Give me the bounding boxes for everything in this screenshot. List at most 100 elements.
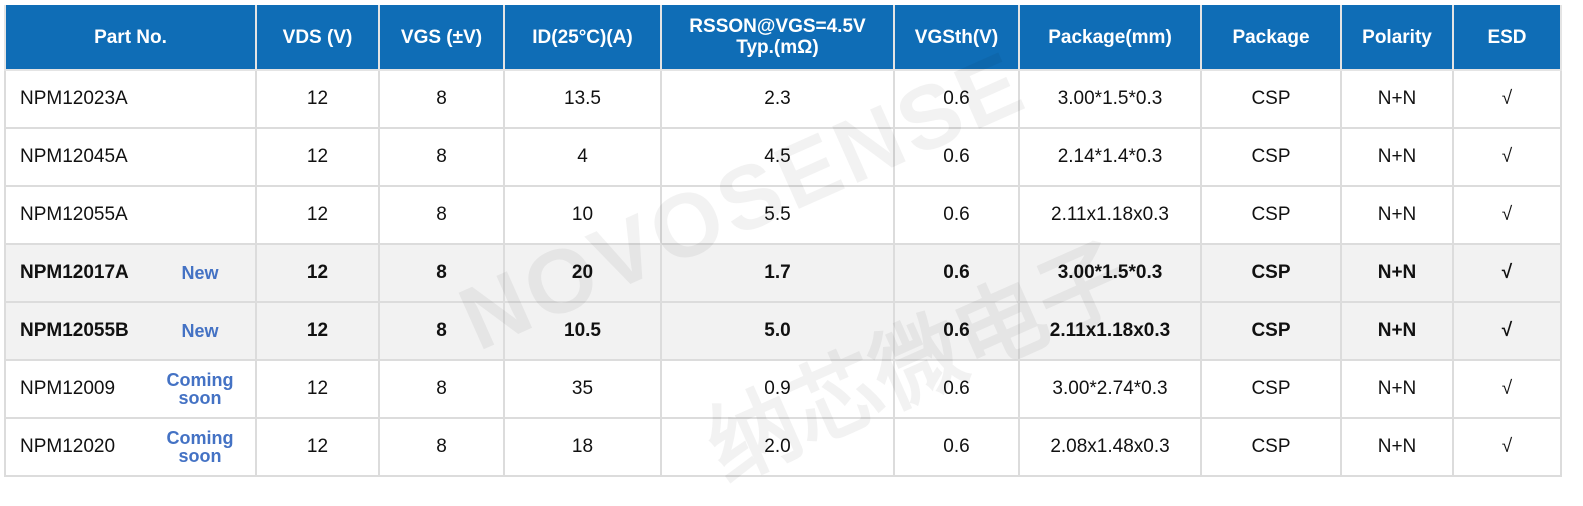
cell-vth: 0.6 bbox=[893, 359, 1020, 419]
cell-pol: N+N bbox=[1340, 243, 1454, 303]
cell-id: 10 bbox=[503, 185, 662, 245]
cell-pol: N+N bbox=[1340, 127, 1454, 187]
cell-rds: 5.5 bbox=[660, 185, 895, 245]
cell-vds: 12 bbox=[255, 185, 380, 245]
header-package-mm: Package(mm) bbox=[1018, 5, 1202, 71]
part-number: NPM12023A bbox=[20, 88, 128, 109]
header-rdson: RSSON@VGS=4.5V Typ.(mΩ) bbox=[660, 5, 895, 71]
cell-part: NPM12055B New bbox=[4, 301, 257, 361]
product-table: Part No. VDS (V) VGS (±V) ID(25°C)(A) RS… bbox=[4, 5, 1562, 477]
part-number: NPM12017A bbox=[20, 262, 129, 283]
cell-part: NPM12045A bbox=[4, 127, 257, 187]
cell-rds: 2.0 bbox=[660, 417, 895, 477]
cell-vgs: 8 bbox=[378, 243, 505, 303]
cell-rds: 2.3 bbox=[660, 69, 895, 129]
header-polarity: Polarity bbox=[1340, 5, 1454, 71]
cell-esd: √ bbox=[1452, 417, 1562, 477]
cell-pol: N+N bbox=[1340, 301, 1454, 361]
part-number: NPM12009 bbox=[20, 378, 116, 399]
status-badge: Coming soon bbox=[166, 370, 234, 408]
cell-pol: N+N bbox=[1340, 69, 1454, 129]
cell-pkg: CSP bbox=[1200, 69, 1342, 129]
table-row: NPM12017A New 12 8 20 1.7 0.6 3.00*1.5*0.3 CSP N+… bbox=[4, 243, 1562, 303]
cell-id: 35 bbox=[503, 359, 662, 419]
cell-vds: 12 bbox=[255, 69, 380, 129]
cell-vds: 12 bbox=[255, 359, 380, 419]
cell-part: NPM12023A bbox=[4, 69, 257, 129]
cell-pkgmm: 2.08x1.48x0.3 bbox=[1018, 417, 1202, 477]
cell-vth: 0.6 bbox=[893, 417, 1020, 477]
cell-vgs: 8 bbox=[378, 301, 505, 361]
cell-pkgmm: 3.00*1.5*0.3 bbox=[1018, 69, 1202, 129]
table-row: NPM12020 Coming soon 12 8 18 2.0 0.6 2.08x1.48x… bbox=[4, 417, 1562, 477]
cell-part: NPM12009 Coming soon bbox=[4, 359, 257, 419]
table-row: NPM12055A 12 8 10 5.5 0.6 2.11x1.18x0.3 CSP N+N √ bbox=[4, 185, 1562, 245]
header-esd: ESD bbox=[1452, 5, 1562, 71]
cell-rds: 5.0 bbox=[660, 301, 895, 361]
cell-pkg: CSP bbox=[1200, 359, 1342, 419]
cell-pkg: CSP bbox=[1200, 127, 1342, 187]
cell-vgs: 8 bbox=[378, 69, 505, 129]
cell-vds: 12 bbox=[255, 417, 380, 477]
cell-vds: 12 bbox=[255, 243, 380, 303]
cell-rds: 1.7 bbox=[660, 243, 895, 303]
cell-part: NPM12020 Coming soon bbox=[4, 417, 257, 477]
cell-pkg: CSP bbox=[1200, 185, 1342, 245]
cell-pol: N+N bbox=[1340, 417, 1454, 477]
header-vds: VDS (V) bbox=[255, 5, 380, 71]
cell-vds: 12 bbox=[255, 301, 380, 361]
cell-id: 4 bbox=[503, 127, 662, 187]
cell-id: 20 bbox=[503, 243, 662, 303]
cell-part: NPM12055A bbox=[4, 185, 257, 245]
cell-id: 10.5 bbox=[503, 301, 662, 361]
cell-vth: 0.6 bbox=[893, 243, 1020, 303]
status-badge: New bbox=[181, 263, 219, 283]
cell-vgs: 8 bbox=[378, 417, 505, 477]
cell-pkgmm: 3.00*2.74*0.3 bbox=[1018, 359, 1202, 419]
cell-esd: √ bbox=[1452, 301, 1562, 361]
cell-esd: √ bbox=[1452, 127, 1562, 187]
status-badge: Coming soon bbox=[166, 428, 234, 466]
cell-pkg: CSP bbox=[1200, 243, 1342, 303]
cell-vgs: 8 bbox=[378, 127, 505, 187]
cell-pkg: CSP bbox=[1200, 301, 1342, 361]
part-number: NPM12045A bbox=[20, 146, 128, 167]
cell-pol: N+N bbox=[1340, 359, 1454, 419]
cell-vds: 12 bbox=[255, 127, 380, 187]
part-number: NPM12055B bbox=[20, 320, 129, 341]
cell-vth: 0.6 bbox=[893, 301, 1020, 361]
cell-vgs: 8 bbox=[378, 359, 505, 419]
cell-vgs: 8 bbox=[378, 185, 505, 245]
part-number: NPM12055A bbox=[20, 204, 128, 225]
cell-pkgmm: 2.11x1.18x0.3 bbox=[1018, 185, 1202, 245]
cell-esd: √ bbox=[1452, 69, 1562, 129]
cell-id: 13.5 bbox=[503, 69, 662, 129]
cell-vth: 0.6 bbox=[893, 127, 1020, 187]
cell-id: 18 bbox=[503, 417, 662, 477]
header-vgs: VGS (±V) bbox=[378, 5, 505, 71]
cell-part: NPM12017A New bbox=[4, 243, 257, 303]
cell-pkgmm: 2.14*1.4*0.3 bbox=[1018, 127, 1202, 187]
cell-esd: √ bbox=[1452, 185, 1562, 245]
cell-pol: N+N bbox=[1340, 185, 1454, 245]
cell-esd: √ bbox=[1452, 359, 1562, 419]
table-row: NPM12009 Coming soon 12 8 35 0.9 0.6 3.00*2.74*… bbox=[4, 359, 1562, 419]
header-rdson-line1: RSSON@VGS=4.5V bbox=[689, 16, 866, 37]
part-number: NPM12020 bbox=[20, 436, 116, 457]
cell-vth: 0.6 bbox=[893, 69, 1020, 129]
header-part-no: Part No. bbox=[4, 5, 257, 71]
cell-rds: 0.9 bbox=[660, 359, 895, 419]
header-id: ID(25°C)(A) bbox=[503, 5, 662, 71]
header-row: Part No. VDS (V) VGS (±V) ID(25°C)(A) RS… bbox=[4, 5, 1562, 71]
table-row: NPM12055B New 12 8 10.5 5.0 0.6 2.11x1.18x0.3 CS… bbox=[4, 301, 1562, 361]
cell-pkg: CSP bbox=[1200, 417, 1342, 477]
cell-rds: 4.5 bbox=[660, 127, 895, 187]
cell-esd: √ bbox=[1452, 243, 1562, 303]
status-badge: New bbox=[181, 321, 219, 341]
header-package: Package bbox=[1200, 5, 1342, 71]
cell-pkgmm: 3.00*1.5*0.3 bbox=[1018, 243, 1202, 303]
cell-vth: 0.6 bbox=[893, 185, 1020, 245]
table-row: NPM12023A 12 8 13.5 2.3 0.6 3.00*1.5*0.3 CSP N+N… bbox=[4, 69, 1562, 129]
table-row: NPM12045A 12 8 4 4.5 0.6 2.14*1.4*0.3 CSP N+N √ bbox=[4, 127, 1562, 187]
header-vgsth: VGSth(V) bbox=[893, 5, 1020, 71]
